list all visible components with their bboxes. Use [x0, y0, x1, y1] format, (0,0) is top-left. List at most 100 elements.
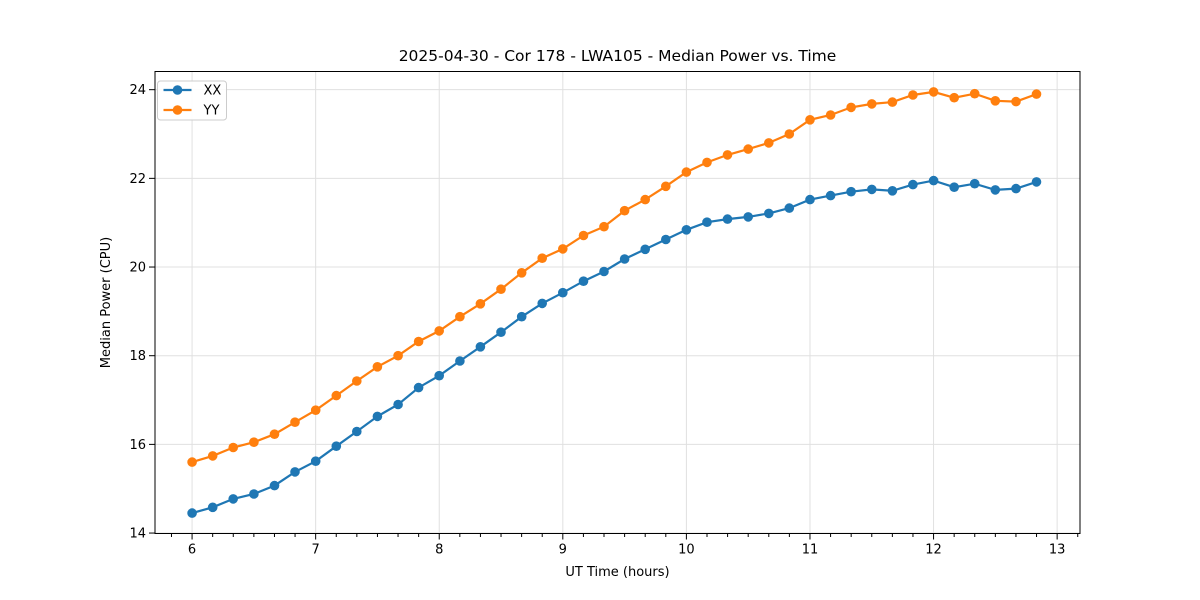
- series-xx-marker: [558, 287, 568, 298]
- x-tick-label: 8: [435, 543, 443, 558]
- series-yy-marker: [475, 299, 486, 309]
- x-tick-label: 11: [802, 543, 819, 558]
- series-xx-marker: [846, 186, 856, 197]
- legend-marker-yy: [172, 105, 183, 115]
- series-yy-marker: [372, 362, 383, 372]
- series-xx-marker: [455, 356, 465, 366]
- series-xx-marker: [310, 456, 321, 467]
- series-yy-marker: [949, 92, 959, 103]
- series-yy-marker: [578, 230, 589, 241]
- series-yy-marker: [537, 253, 547, 263]
- series-yy-marker: [1011, 96, 1021, 107]
- series-yy-marker: [764, 138, 774, 148]
- series-yy-marker: [640, 194, 650, 205]
- series-xx-marker: [825, 190, 836, 201]
- series-xx-marker: [475, 342, 486, 352]
- series-yy-marker: [702, 157, 712, 168]
- tick-layer: 6 7 8 9 10 11 12 13 14 16 18 20 22 24: [129, 83, 1079, 558]
- series-xx-marker: [537, 298, 547, 309]
- series-yy-marker: [887, 97, 898, 107]
- series-yy-marker: [290, 417, 300, 428]
- series-xx-marker: [969, 178, 980, 189]
- series-yy-marker: [1031, 89, 1042, 99]
- series-xx-marker: [722, 214, 733, 224]
- series-xx-marker: [805, 194, 815, 205]
- series-yy-marker: [207, 451, 218, 461]
- series-yy-marker: [434, 326, 445, 336]
- series-yy-marker: [352, 376, 362, 386]
- series-yy-marker: [722, 150, 733, 160]
- series-yy-marker: [331, 390, 342, 401]
- series-yy-marker: [496, 284, 506, 295]
- series-xx-marker: [990, 185, 1001, 195]
- series-yy-marker: [908, 90, 918, 100]
- legend: XX YY: [157, 80, 227, 121]
- legend-marker-xx: [172, 85, 183, 95]
- y-tick-label: 22: [129, 172, 146, 187]
- series-xx-marker: [764, 208, 774, 219]
- series-yy-marker: [846, 102, 856, 113]
- series-xx-marker: [949, 182, 959, 192]
- series-yy-marker: [413, 336, 424, 347]
- y-tick-label: 16: [129, 438, 146, 453]
- chart-title: 2025-04-30 - Cor 178 - LWA105 - Median P…: [399, 47, 837, 65]
- series-yy-marker: [393, 350, 403, 361]
- series-yy-marker: [558, 244, 568, 254]
- series-yy-marker: [619, 205, 630, 216]
- series-yy-marker: [867, 99, 877, 109]
- legend-label-xx: XX: [204, 84, 222, 99]
- legend-samples: [163, 85, 192, 115]
- series-yy-marker: [187, 457, 197, 467]
- x-tick-label: 9: [559, 543, 567, 558]
- series-xx-marker: [743, 212, 753, 222]
- series-xx-marker: [867, 184, 877, 195]
- grid-layer: [155, 71, 1080, 534]
- series-xx-marker: [290, 467, 300, 477]
- series-xx-marker: [599, 266, 609, 277]
- series-yy-marker: [455, 311, 465, 322]
- series-xx-marker: [1031, 177, 1042, 187]
- series-xx-marker: [434, 370, 445, 381]
- series-yy-marker: [743, 144, 753, 154]
- series-yy-marker: [661, 181, 671, 192]
- series-yy-marker: [825, 110, 836, 120]
- series-xx-marker: [516, 311, 527, 322]
- series-xx-marker: [496, 327, 506, 338]
- series-yy-marker: [310, 405, 321, 416]
- series-yy-marker: [681, 167, 692, 177]
- y-tick-label: 18: [129, 349, 146, 364]
- series-xx-marker: [681, 225, 692, 235]
- series-yy-marker: [249, 437, 259, 448]
- series-layer: [187, 87, 1042, 518]
- series-xx-marker: [619, 254, 630, 264]
- series-xx-marker: [661, 234, 671, 245]
- x-tick-label: 6: [188, 543, 196, 558]
- series-xx-marker: [640, 244, 650, 255]
- series-xx-marker: [331, 441, 342, 452]
- x-tick-label: 13: [1049, 543, 1066, 558]
- x-tick-label: 7: [312, 543, 320, 558]
- y-tick-label: 24: [129, 83, 146, 98]
- legend-label-yy: YY: [203, 104, 220, 119]
- series-xx-marker: [249, 489, 259, 499]
- series-yy-marker: [928, 87, 939, 97]
- series-xx-marker: [228, 494, 238, 504]
- x-tick-label: 10: [678, 543, 695, 558]
- series-yy-marker: [228, 442, 238, 453]
- series-yy-marker: [784, 129, 795, 139]
- x-tick-label: 12: [925, 543, 942, 558]
- series-xx-marker: [187, 508, 197, 518]
- series-yy-marker: [599, 221, 609, 232]
- series-xx-marker: [702, 217, 712, 227]
- series-xx-marker: [393, 399, 403, 410]
- y-axis-label: Median Power (CPU): [99, 237, 114, 368]
- series-xx-marker: [269, 480, 280, 491]
- y-tick-label: 20: [129, 261, 146, 276]
- series-xx-marker: [372, 411, 383, 422]
- series-xx-marker: [207, 502, 218, 513]
- series-yy-marker: [516, 268, 527, 278]
- series-yy-marker: [990, 96, 1001, 106]
- series-xx-marker: [578, 276, 589, 287]
